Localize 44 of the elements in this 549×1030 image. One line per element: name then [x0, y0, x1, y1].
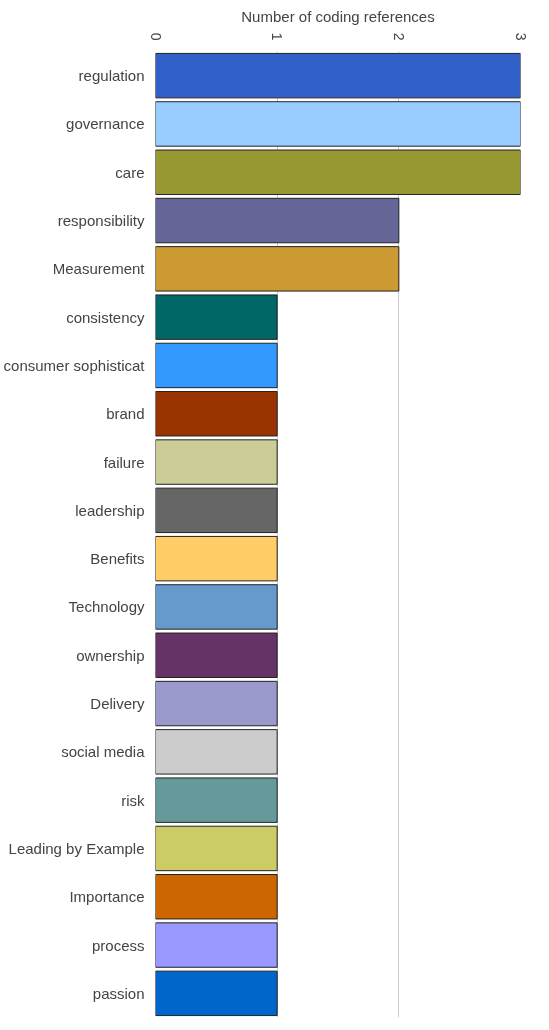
- bar: [155, 825, 278, 872]
- y-tick-label: Benefits: [90, 550, 145, 568]
- y-tick-label: Leading by Example: [8, 839, 145, 857]
- y-tick-label: consistency: [66, 308, 145, 326]
- y-tick-label: leadership: [75, 501, 145, 519]
- y-tick-label: care: [115, 163, 145, 181]
- y-tick-label: failure: [103, 453, 145, 471]
- y-tick-label: regulation: [78, 67, 145, 85]
- bar: [155, 874, 278, 920]
- y-tick-label: Technology: [68, 598, 145, 616]
- y-tick-label: Importance: [69, 888, 145, 906]
- y-tick-label: consumer sophisticat: [3, 356, 146, 374]
- x-tick-label: 0: [147, 32, 164, 41]
- bar: [155, 535, 278, 582]
- bar: [155, 439, 278, 485]
- bar: [155, 922, 278, 968]
- bar: [155, 970, 278, 1017]
- bar: [155, 149, 521, 195]
- bar: [155, 391, 278, 437]
- bar: [155, 52, 521, 99]
- bar: [155, 777, 278, 823]
- chart-title: Number of coding references: [241, 7, 435, 25]
- bar: [155, 197, 400, 244]
- y-tick-label: passion: [92, 984, 145, 1002]
- bar: [155, 246, 400, 292]
- y-tick-label: Measurement: [52, 260, 146, 278]
- y-tick-label: ownership: [76, 646, 145, 664]
- y-tick-label: risk: [121, 791, 145, 809]
- bar: [155, 680, 278, 727]
- y-tick-label: social media: [61, 743, 146, 761]
- bar: [155, 101, 521, 147]
- bar: [155, 342, 278, 389]
- x-tick-label: 3: [512, 32, 529, 41]
- y-tick-label: process: [91, 936, 145, 954]
- y-tick-label: governance: [66, 115, 145, 133]
- x-tick-label: 1: [269, 32, 286, 41]
- bar: [155, 632, 278, 678]
- y-tick-label: responsibility: [57, 212, 145, 230]
- y-tick-label: brand: [106, 405, 145, 423]
- bar: [155, 294, 278, 340]
- y-tick-label: Delivery: [90, 695, 145, 713]
- x-tick-label: 2: [390, 32, 407, 41]
- bar: [155, 487, 278, 534]
- bar: [155, 584, 278, 630]
